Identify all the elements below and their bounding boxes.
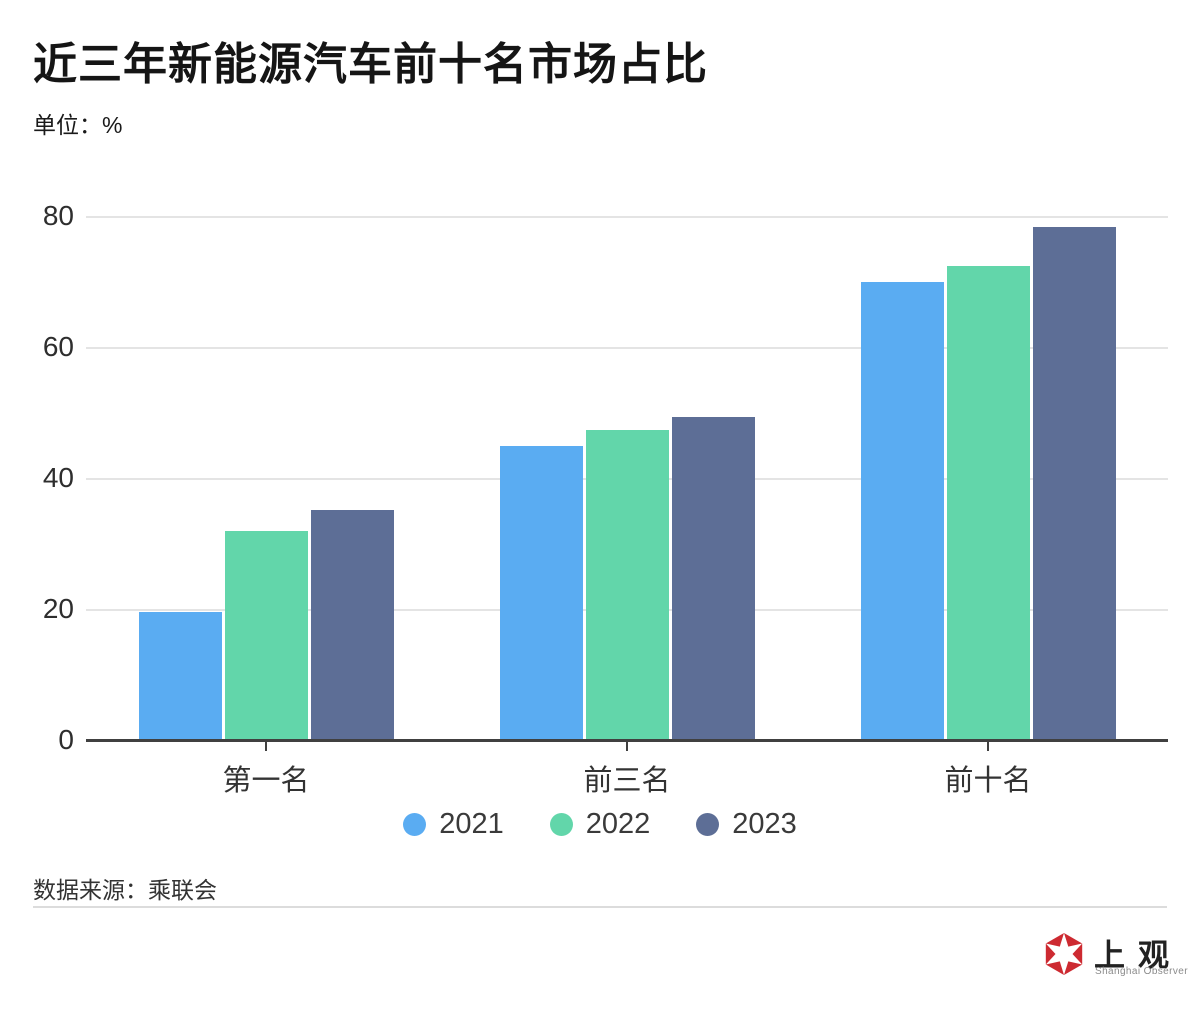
legend-label-2022: 2022 — [585, 807, 651, 840]
bar-2021-2 — [861, 282, 944, 741]
bar-2021-1 — [500, 446, 583, 741]
y-tick-label-20: 20 — [42, 593, 74, 624]
aperture-logo-icon — [1045, 933, 1083, 975]
gridline-60 — [86, 347, 1168, 349]
legend-item-2021: 2021 — [403, 808, 504, 841]
y-tick-label-40: 40 — [42, 462, 74, 493]
logo-cn-text: 上观 — [1094, 938, 1182, 973]
bar-2023-0 — [311, 510, 394, 741]
bar-2023-1 — [672, 417, 755, 741]
gridline-80 — [86, 216, 1168, 218]
data-source-text: 数据来源：乘联会 — [33, 877, 217, 903]
page-title: 近三年新能源汽车前十名市场占比 — [33, 40, 708, 89]
legend-label-2021: 2021 — [439, 807, 504, 840]
x-axis-label-1: 前三名 — [583, 765, 671, 797]
x-axis-label-0: 第一名 — [222, 765, 310, 797]
legend-label-2023: 2023 — [732, 807, 797, 840]
x-axis-tick-2 — [987, 742, 989, 751]
legend-item-2022: 2022 — [549, 807, 651, 841]
legend-swatch-2023 — [696, 812, 720, 836]
bar-2022-0 — [225, 531, 308, 741]
footer-divider — [33, 906, 1167, 908]
y-tick-label-80: 80 — [42, 200, 74, 231]
logo-en-text: Shanghai Observer — [1095, 966, 1188, 977]
legend-swatch-2021 — [403, 812, 427, 836]
legend-item-2023: 2023 — [696, 808, 797, 841]
x-axis-tick-0 — [265, 742, 267, 751]
unit-label: 单位：% — [33, 112, 123, 138]
bar-2022-2 — [947, 266, 1030, 741]
bar-2022-1 — [586, 430, 669, 741]
bar-chart: 0 20 40 60 80 第一名 前三名 前十名 — [42, 200, 1168, 797]
chart-legend: 2021 2022 2023 — [0, 803, 1200, 845]
y-tick-label-0: 0 — [58, 724, 74, 755]
shanghai-observer-logo: 上观 Shanghai Observer — [1042, 930, 1188, 982]
bar-2023-2 — [1033, 227, 1116, 741]
y-tick-label-60: 60 — [42, 331, 74, 362]
x-axis-tick-1 — [626, 742, 628, 751]
x-axis-line — [86, 739, 1168, 742]
plot-area: 0 20 40 60 80 第一名 前三名 前十名 — [42, 200, 1168, 797]
bar-2021-0 — [139, 612, 222, 741]
x-axis-label-2: 前十名 — [944, 765, 1032, 797]
legend-swatch-2022 — [549, 812, 573, 836]
